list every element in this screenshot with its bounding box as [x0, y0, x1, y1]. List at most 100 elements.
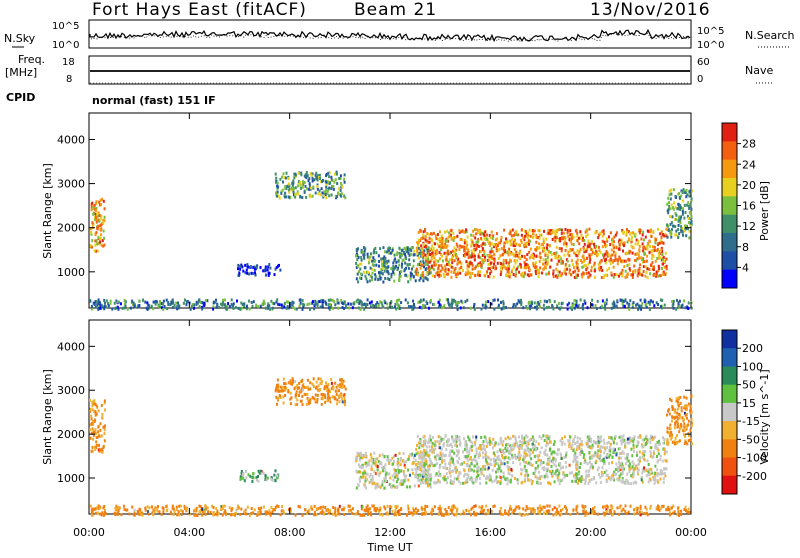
data-cell	[484, 468, 486, 471]
data-cell	[588, 469, 590, 472]
data-cell	[521, 229, 523, 232]
data-cell	[423, 442, 425, 445]
data-cell	[467, 459, 469, 462]
data-cell	[494, 299, 496, 302]
data-cell	[381, 466, 383, 469]
data-cell	[294, 173, 296, 176]
data-cell	[628, 305, 630, 308]
data-cell	[681, 409, 683, 412]
data-cell	[534, 455, 536, 458]
data-cell	[497, 262, 499, 265]
data-cell	[547, 481, 549, 484]
data-cell	[466, 447, 468, 450]
data-cell	[295, 193, 297, 196]
data-cell	[428, 307, 430, 310]
data-cell	[632, 252, 634, 255]
data-cell	[281, 176, 283, 179]
data-cell	[575, 480, 577, 483]
data-cell	[495, 442, 497, 445]
data-cell	[257, 475, 259, 478]
data-cell	[425, 263, 427, 266]
data-cell	[308, 179, 310, 182]
data-cell	[98, 220, 100, 223]
data-cell	[304, 191, 306, 194]
data-cell	[536, 308, 538, 311]
data-cell	[671, 300, 673, 303]
data-cell	[341, 186, 343, 189]
data-cell	[625, 276, 627, 279]
data-cell	[608, 235, 610, 238]
data-cell	[502, 263, 504, 266]
data-cell	[200, 301, 202, 304]
data-cell	[426, 277, 428, 280]
data-cell	[254, 268, 256, 271]
data-cell	[464, 444, 466, 447]
data-cell	[684, 405, 686, 408]
data-cell	[331, 382, 333, 385]
data-cell	[688, 439, 690, 442]
data-cell	[606, 446, 608, 449]
data-cell	[380, 268, 382, 271]
data-cell	[282, 386, 284, 389]
data-cell	[304, 181, 306, 184]
data-cell	[304, 393, 306, 396]
data-cell	[674, 442, 676, 445]
data-cell	[282, 395, 284, 398]
data-cell	[409, 474, 411, 477]
data-cell	[451, 256, 453, 259]
data-cell	[641, 302, 643, 305]
data-cell	[422, 304, 424, 307]
data-cell	[489, 463, 491, 466]
data-cell	[390, 300, 392, 303]
data-cell	[603, 439, 605, 442]
colorbar-segment	[722, 270, 737, 289]
data-cell	[418, 484, 420, 487]
data-cell	[585, 250, 587, 253]
data-cell	[543, 258, 545, 261]
data-cell	[434, 275, 436, 278]
data-cell	[461, 245, 463, 248]
data-cell	[602, 459, 604, 462]
data-cell	[501, 450, 503, 453]
data-cell	[367, 463, 369, 466]
data-cell	[255, 304, 257, 307]
data-cell	[193, 307, 195, 310]
data-cell	[98, 444, 100, 447]
data-cell	[522, 458, 524, 461]
power-y-label: Slant Range [km]	[41, 163, 54, 259]
data-cell	[645, 275, 647, 278]
data-cell	[527, 236, 529, 239]
data-cell	[96, 221, 98, 224]
data-cell	[538, 303, 540, 306]
data-cell	[92, 438, 94, 441]
data-cell	[672, 441, 674, 444]
freq-panel-frame	[89, 56, 691, 84]
data-cell	[288, 191, 290, 194]
data-cell	[250, 265, 252, 268]
data-cell	[641, 274, 643, 277]
data-cell	[626, 228, 628, 231]
data-cell	[425, 257, 427, 260]
data-cell	[378, 265, 380, 268]
data-cell	[427, 255, 429, 258]
data-cell	[476, 241, 478, 244]
data-cell	[470, 462, 472, 465]
data-cell	[507, 461, 509, 464]
data-cell	[658, 452, 660, 455]
data-cell	[673, 307, 675, 310]
data-cell	[521, 441, 523, 444]
data-cell	[489, 440, 491, 443]
data-cell	[688, 205, 690, 208]
data-cell	[480, 471, 482, 474]
data-cell	[96, 436, 98, 439]
data-cell	[526, 454, 528, 457]
data-cell	[433, 451, 435, 454]
data-cell	[666, 224, 668, 227]
data-cell	[360, 454, 362, 457]
data-cell	[615, 435, 617, 438]
data-cell	[606, 274, 608, 277]
data-cell	[529, 301, 531, 304]
data-cell	[498, 443, 500, 446]
data-cell	[577, 305, 579, 308]
data-cell	[514, 436, 516, 439]
